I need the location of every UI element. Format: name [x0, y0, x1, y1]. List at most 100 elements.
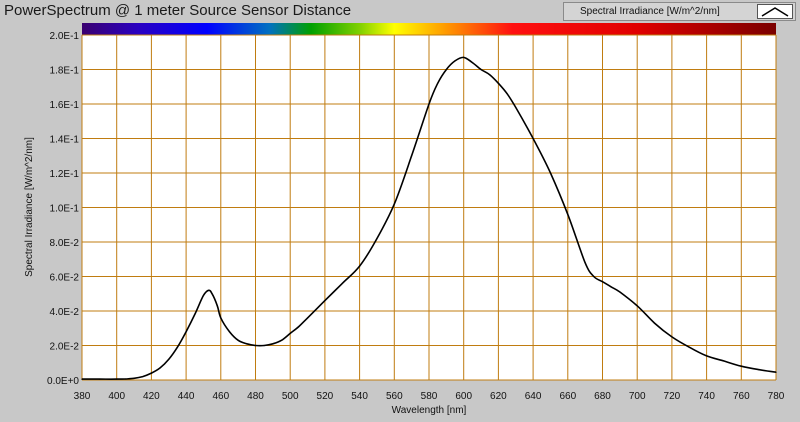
x-axis-title: Wavelength [nm]: [392, 405, 467, 416]
x-tick-label: 780: [768, 391, 785, 402]
x-tick-label: 700: [629, 391, 646, 402]
x-tick-label: 400: [108, 391, 125, 402]
data-point: [81, 378, 83, 380]
data-point: [601, 281, 604, 283]
data-point: [185, 331, 187, 333]
data-point: [280, 339, 283, 341]
data-point: [272, 343, 274, 345]
data-point: [116, 378, 118, 380]
data-point: [142, 375, 144, 378]
spectrum-color-bar: [82, 23, 776, 35]
data-point: [202, 294, 205, 297]
data-point: [480, 68, 482, 71]
y-tick-label: 1.2E-1: [50, 169, 80, 180]
grid-lines: [81, 34, 777, 381]
x-tick-label: 560: [386, 391, 403, 402]
data-point: [471, 62, 473, 64]
data-point: [619, 291, 621, 293]
data-point: [758, 369, 760, 371]
data-point: [445, 68, 447, 71]
line-peak-icon: [757, 4, 793, 19]
y-axis-title: Spectral Irradiance [W/m^2/nm]: [24, 137, 35, 277]
data-point: [454, 60, 456, 62]
data-point: [168, 358, 170, 360]
y-tick-label: 1.0E-1: [50, 204, 80, 215]
data-point: [671, 336, 673, 338]
y-tick-label: 8.0E-2: [50, 238, 80, 249]
data-point: [515, 106, 517, 109]
data-point: [636, 305, 638, 307]
data-point: [593, 275, 595, 278]
chart-title: PowerSpectrum @ 1 meter Source Sensor Di…: [4, 2, 352, 19]
x-tick-label: 760: [733, 391, 750, 402]
data-point: [584, 262, 586, 264]
data-point: [176, 346, 179, 348]
data-point: [532, 137, 534, 140]
y-tick-label: 2.0E-2: [50, 342, 80, 353]
data-point: [437, 82, 439, 84]
data-point: [98, 378, 100, 380]
data-point: [324, 300, 326, 302]
data-point: [706, 355, 708, 357]
data-point: [506, 93, 508, 95]
x-tick-label: 380: [74, 391, 91, 402]
data-point: [216, 305, 218, 307]
data-point: [393, 203, 395, 205]
data-point: [688, 346, 690, 348]
data-point: [289, 332, 291, 335]
y-tick-labels: 0.0E+0 2.0E-2 4.0E-2 6.0E-2 8.0E-2 1.0E-1 1.2E…: [47, 31, 79, 387]
y-tick-label: 2.0E-1: [50, 31, 80, 42]
x-tick-label: 580: [421, 391, 438, 402]
data-point: [237, 339, 239, 341]
data-point: [150, 372, 152, 374]
x-tick-label: 480: [247, 391, 264, 402]
data-point: [211, 293, 213, 295]
data-point: [246, 343, 248, 345]
data-point: [653, 322, 656, 324]
data-point: [610, 286, 612, 288]
data-point: [220, 317, 222, 319]
data-point: [740, 365, 742, 367]
x-tick-label: 520: [317, 391, 334, 402]
x-tick-label: 620: [490, 391, 507, 402]
y-tick-label: 1.8E-1: [50, 66, 80, 77]
x-tick-label: 460: [212, 391, 229, 402]
data-point: [298, 325, 300, 328]
series-points: [81, 56, 777, 380]
data-point: [133, 377, 135, 379]
data-point: [376, 237, 378, 240]
x-tick-label: 720: [664, 391, 681, 402]
data-point: [775, 371, 777, 373]
legend-label: Spectral Irradiance [W/m^2/nm]: [580, 6, 720, 17]
data-point: [411, 155, 413, 157]
data-point: [359, 265, 361, 267]
data-point: [159, 367, 161, 369]
y-tick-label: 1.4E-1: [50, 135, 80, 146]
x-tick-label: 540: [351, 391, 368, 402]
x-tick-label: 420: [143, 391, 160, 402]
x-tick-label: 660: [559, 391, 576, 402]
data-point: [723, 360, 725, 362]
x-tick-label: 740: [698, 391, 715, 402]
data-point: [124, 378, 126, 380]
x-tick-label: 600: [455, 391, 472, 402]
x-tick-label: 500: [282, 391, 299, 402]
data-point: [228, 331, 231, 333]
data-point: [549, 172, 552, 174]
x-tick-label: 680: [594, 391, 611, 402]
data-point: [428, 103, 430, 105]
data-point: [194, 313, 196, 316]
x-tick-label: 640: [525, 391, 542, 402]
data-point: [263, 344, 265, 347]
y-tick-label: 4.0E-2: [50, 307, 80, 318]
y-tick-label: 1.6E-1: [50, 100, 80, 111]
data-point: [567, 213, 569, 215]
x-tick-label: 440: [178, 391, 195, 402]
legend[interactable]: Spectral Irradiance [W/m^2/nm]: [563, 2, 796, 21]
data-point: [497, 82, 499, 84]
data-point: [489, 74, 491, 76]
data-point: [254, 344, 257, 347]
y-tick-label: 0.0E+0: [47, 376, 79, 387]
x-tick-labels: 380 400 420 440 460 480 500 520 540 560 580 600 620 6…: [74, 391, 785, 402]
